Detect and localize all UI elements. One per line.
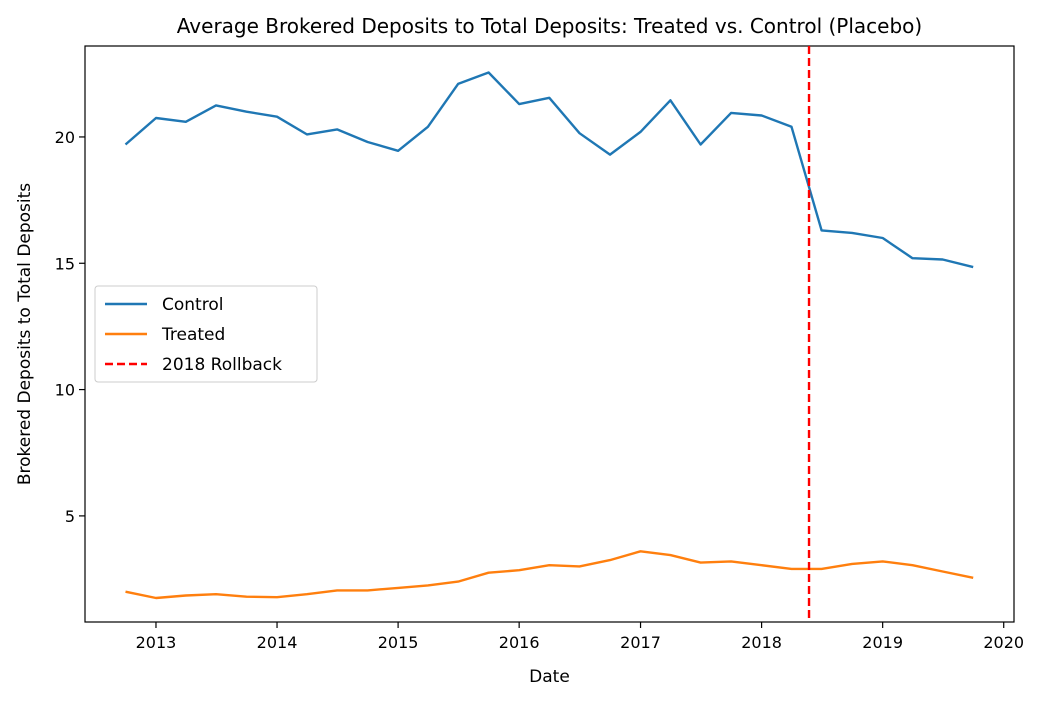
x-tick-label: 2017 <box>620 633 661 652</box>
legend-label: Treated <box>161 325 225 345</box>
y-tick-label: 5 <box>65 507 75 526</box>
x-tick-label: 2015 <box>378 633 419 652</box>
legend: Control Treated 2018 Rollback <box>94 285 318 383</box>
x-tick-label: 2013 <box>136 633 177 652</box>
series-line-treated <box>125 550 974 600</box>
legend-box <box>94 285 318 383</box>
x-tick-label: 2018 <box>741 633 782 652</box>
chart-title: Average Brokered Deposits to Total Depos… <box>177 14 922 38</box>
y-axis: 5 10 15 20 <box>55 128 85 526</box>
x-tick-label: 2014 <box>257 633 298 652</box>
plot-frame <box>84 45 1015 623</box>
x-tick-label: 2019 <box>862 633 903 652</box>
x-tick-label: 2016 <box>499 633 540 652</box>
y-tick-label: 10 <box>55 381 75 400</box>
y-tick-label: 15 <box>55 254 75 273</box>
y-tick-label: 20 <box>55 128 75 147</box>
series-layer <box>124 71 974 600</box>
legend-label: Control <box>162 295 223 315</box>
legend-label: 2018 Rollback <box>162 355 282 375</box>
x-tick-label: 2020 <box>983 633 1024 652</box>
x-axis: 2013 2014 2015 2016 2017 2018 2019 2020 <box>136 622 1024 652</box>
series-line-control <box>124 71 974 269</box>
y-axis-label: Brokered Deposits to Total Deposits <box>15 183 35 485</box>
x-axis-label: Date <box>529 667 570 687</box>
